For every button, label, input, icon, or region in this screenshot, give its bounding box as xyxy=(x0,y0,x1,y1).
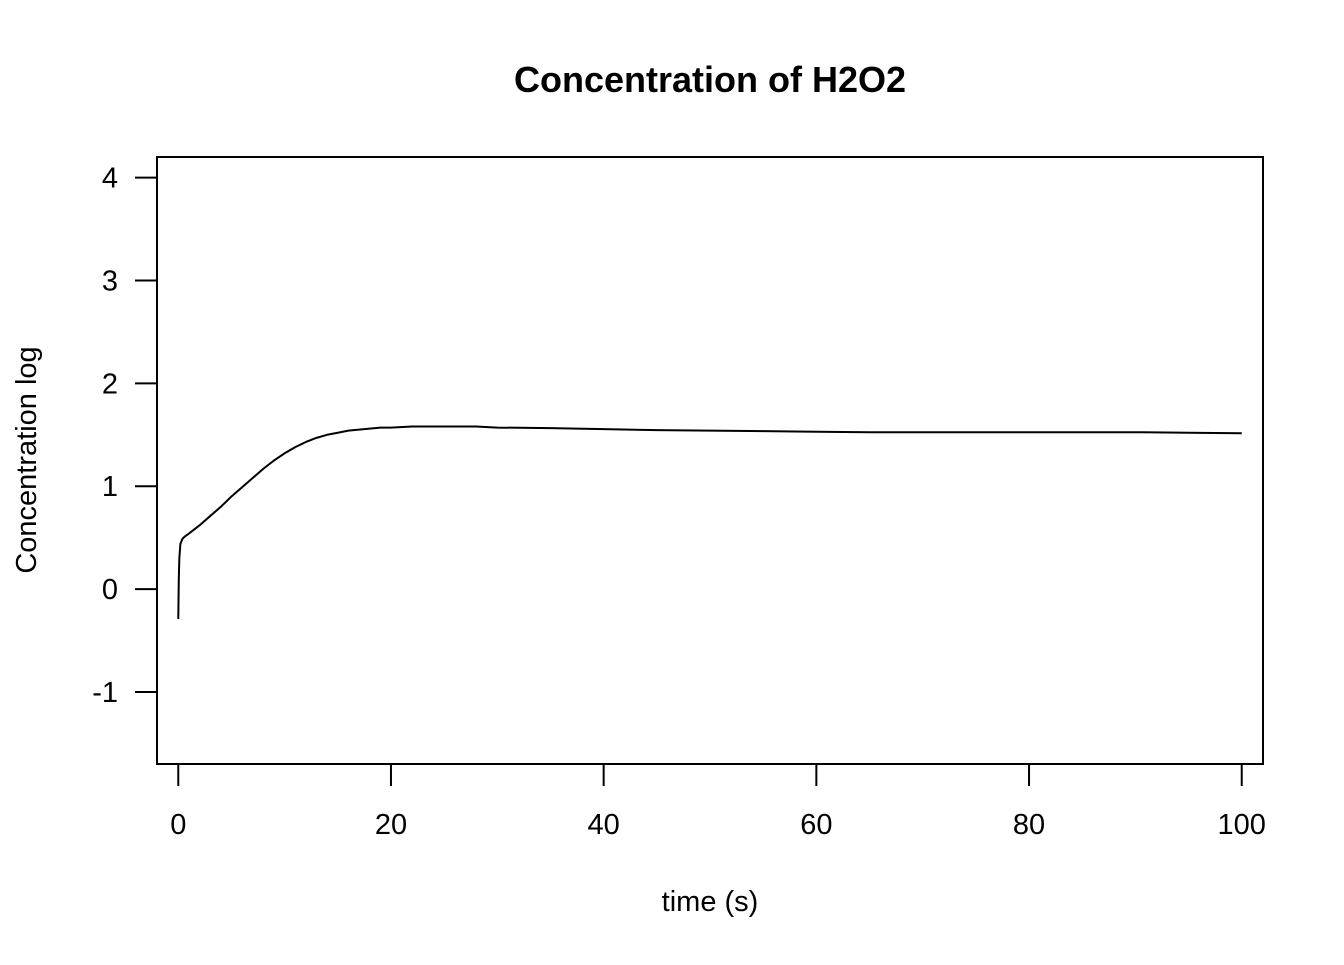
x-tick-label: 0 xyxy=(170,809,186,841)
series-line xyxy=(177,425,1242,619)
chart-title: Concentration of H2O2 xyxy=(514,59,906,100)
series-group xyxy=(177,425,1242,619)
x-axis: 0 20 40 60 80 100 xyxy=(170,763,1266,841)
y-tick-label: 3 xyxy=(102,265,118,297)
y-axis: -1 0 1 2 3 4 xyxy=(92,163,158,709)
y-tick-label: 2 xyxy=(102,368,118,400)
y-tick-label: 1 xyxy=(102,471,118,503)
x-tick-label: 100 xyxy=(1218,809,1266,841)
plot-area-border xyxy=(156,156,1264,765)
x-tick-label: 40 xyxy=(588,809,620,841)
x-tick-label: 20 xyxy=(375,809,407,841)
x-axis-label: time (s) xyxy=(662,886,759,918)
y-tick-label: 0 xyxy=(102,574,118,606)
y-tick-label: 4 xyxy=(102,163,118,195)
x-tick-label: 80 xyxy=(1013,809,1045,841)
y-axis-label: Concentration log xyxy=(11,346,43,573)
x-tick-label: 60 xyxy=(800,809,832,841)
y-tick-label: -1 xyxy=(92,677,118,709)
